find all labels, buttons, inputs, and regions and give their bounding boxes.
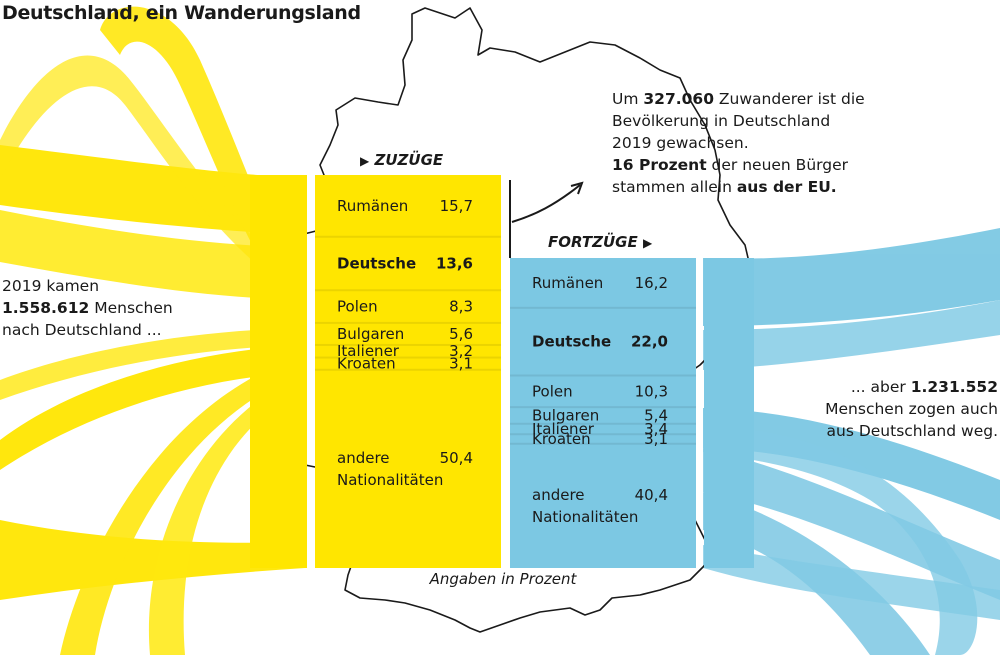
segment-divider xyxy=(510,406,696,409)
ribbon xyxy=(0,345,305,470)
value-label: 40,4 xyxy=(635,486,668,504)
ribbon xyxy=(703,228,1000,326)
category-label: Italiener xyxy=(532,420,595,438)
outflow-note: ... aber 1.231.552 Menschen zogen auch a… xyxy=(760,376,998,442)
note-number: 1.558.612 xyxy=(2,299,90,317)
segment-divider xyxy=(315,356,501,359)
segment-divider xyxy=(510,433,696,436)
note-text: Um xyxy=(612,90,644,108)
bar-segment-fortzuege-6 xyxy=(510,444,696,568)
bars-layer xyxy=(250,175,754,568)
segment-divider xyxy=(315,289,501,292)
value-label: 16,2 xyxy=(635,274,668,292)
inflow-note: 2019 kamen 1.558.612 Menschen nach Deuts… xyxy=(2,275,242,341)
value-label: 22,0 xyxy=(631,333,668,351)
ribbon xyxy=(703,448,1000,600)
category-label: Bulgaren xyxy=(532,406,599,424)
ribbon xyxy=(148,372,305,655)
inflow-heading-text: ZUZÜGE xyxy=(374,151,444,169)
segment-divider xyxy=(315,343,501,346)
value-label: 5,4 xyxy=(644,406,668,424)
unit-label: Angaben in Prozent xyxy=(429,570,577,588)
category-label: Italiener xyxy=(337,342,400,360)
balance-note: Um 327.060 Zuwanderer ist die Bevölkerun… xyxy=(612,88,892,198)
ribbon xyxy=(60,355,305,655)
category-label: Rumänen xyxy=(532,274,603,292)
ribbon xyxy=(703,300,1000,370)
category-label: Rumänen xyxy=(337,197,408,215)
value-label: 10,3 xyxy=(635,382,668,400)
category-label: andere xyxy=(532,486,585,504)
inflow-strip xyxy=(250,175,307,568)
value-label: 13,6 xyxy=(436,255,473,273)
category-label: Kroaten xyxy=(532,430,591,448)
stacked-column-zuzuege xyxy=(315,175,501,568)
segment-divider xyxy=(315,235,501,238)
value-label: 3,2 xyxy=(449,342,473,360)
ribbon xyxy=(0,328,305,400)
outflow-heading-text: FORTZÜGE xyxy=(548,233,638,251)
ribbon xyxy=(0,520,305,600)
segment-divider xyxy=(510,442,696,445)
bar-segment-zuzuege-6 xyxy=(315,370,501,568)
segment-divider xyxy=(315,368,501,371)
stacked-column-fortzuege xyxy=(510,258,696,568)
category-label: andere xyxy=(337,449,390,467)
note-text: der neuen Bürger xyxy=(706,156,848,174)
value-label: 3,1 xyxy=(449,355,473,373)
note-text: aus Deutschland weg. xyxy=(826,422,999,440)
category-label: Polen xyxy=(337,298,378,316)
note-text: 2019 gewachsen. xyxy=(612,134,749,152)
value-label: 8,3 xyxy=(449,298,473,316)
note-text: Bevölkerung in Deutschland xyxy=(612,112,831,130)
value-label: 3,1 xyxy=(644,430,668,448)
play-icon: ▶ xyxy=(642,236,653,250)
category-label: Deutsche xyxy=(532,333,611,351)
note-number: 1.231.552 xyxy=(910,378,998,396)
note-text: Menschen zogen auch xyxy=(825,400,998,418)
note-number: 16 Prozent xyxy=(612,156,707,174)
category-label: Bulgaren xyxy=(337,325,404,343)
value-label: 50,4 xyxy=(440,449,473,467)
segment-divider xyxy=(510,422,696,425)
labels-layer: Rumänen 15,7 Deutsche 13,6 Polen 8,3 Bulgaren 5… xyxy=(337,197,668,526)
ribbon xyxy=(703,545,1000,620)
balance-arrow xyxy=(509,180,584,258)
category-label: Polen xyxy=(532,382,573,400)
category-label: Kroaten xyxy=(337,355,396,373)
category-label: Deutsche xyxy=(337,255,416,273)
note-number: 327.060 xyxy=(643,90,714,108)
note-line: Menschen xyxy=(89,299,173,317)
note-line: 2019 kamen xyxy=(2,277,100,295)
segment-divider xyxy=(510,374,696,377)
category-label: Nationalitäten xyxy=(337,471,443,489)
category-label: Nationalitäten xyxy=(532,508,638,526)
value-label: 5,6 xyxy=(449,325,473,343)
outflow-heading: FORTZÜGE ▶ xyxy=(548,233,652,251)
value-label: 3,4 xyxy=(644,420,668,438)
segment-divider xyxy=(510,306,696,309)
note-text: Zuwanderer ist die xyxy=(713,90,865,108)
note-emphasis: aus der EU. xyxy=(736,178,837,196)
note-line: nach Deutschland ... xyxy=(2,321,162,339)
play-icon: ▶ xyxy=(360,154,370,168)
ribbon xyxy=(0,210,305,300)
outflow-strip xyxy=(704,258,754,568)
note-text: stammen allein xyxy=(612,178,737,196)
inflow-heading: ▶ ZUZÜGE xyxy=(360,151,443,169)
segment-divider xyxy=(315,321,501,324)
chart-title: Deutschland, ein Wanderungsland xyxy=(2,2,361,24)
note-text: ... aber xyxy=(850,378,911,396)
value-label: 15,7 xyxy=(440,197,473,215)
